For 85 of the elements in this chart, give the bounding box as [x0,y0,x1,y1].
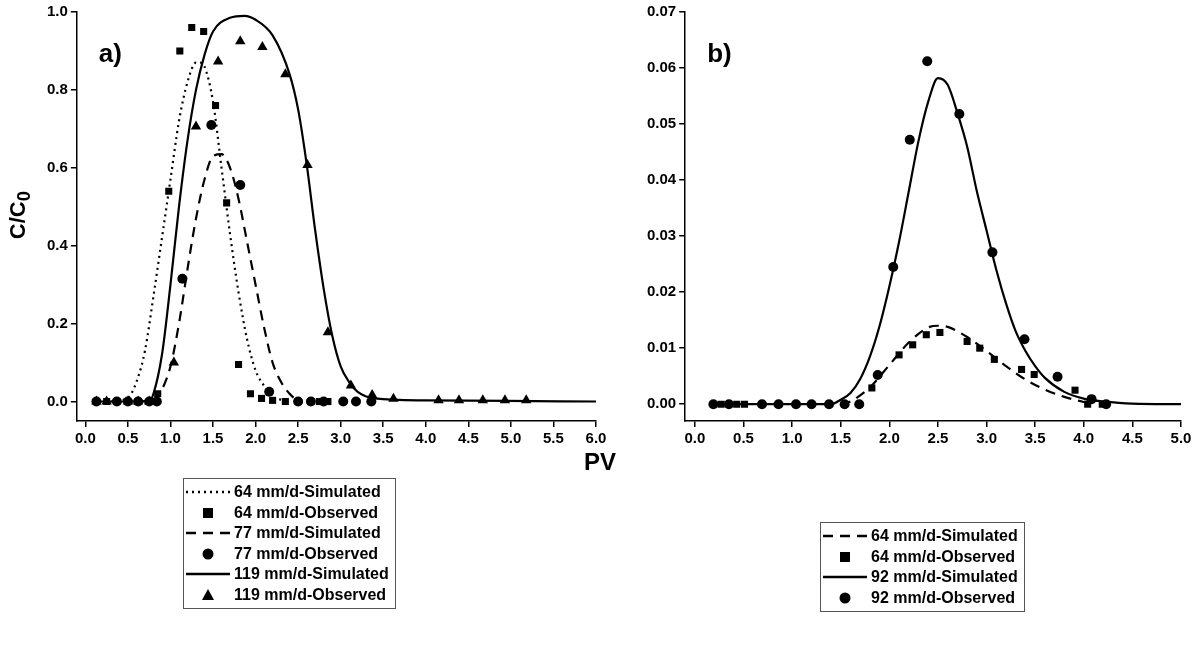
point [246,390,254,398]
point [269,396,277,404]
x-tick-label: 4.0 [1073,429,1095,447]
x-tick-label: 0.5 [117,429,139,447]
legend-label: 77 mm/d-Observed [234,544,379,563]
y-tick-label: 0.00 [646,394,677,412]
legend-label: 64 mm/d-Observed [234,503,379,522]
annotation: b) [707,38,732,69]
y-tick-label: 0.6 [46,157,68,175]
x-tick-label: 5.0 [1170,429,1192,447]
point [1071,386,1079,394]
legend-label: 92 mm/d-Observed [871,588,1016,607]
annotation: a) [98,38,122,69]
x-tick-label: 1.0 [160,429,181,447]
point [963,337,971,345]
point [338,396,349,407]
legend-label: 92 mm/d-Simulated [871,568,1018,587]
y-tick-label: 0.02 [646,282,677,300]
x-tick-label: 5.0 [500,429,522,447]
point [1030,370,1038,379]
y-tick-label: 0.07 [646,2,677,20]
point [351,396,361,407]
point [235,360,243,369]
x-tick-label: 3.0 [976,429,997,447]
point [165,187,173,195]
legend-label: 119 mm/d-Simulated [234,565,389,584]
point [257,41,268,51]
x-tick-label: 3.5 [1024,429,1046,447]
point [190,120,202,130]
point [223,199,231,207]
x-tick-label: 3.5 [372,429,394,447]
point [188,24,196,32]
y-tick-label: 0.4 [46,235,69,253]
point [154,390,162,398]
y-tick-label: 1.0 [46,2,68,20]
point [733,400,741,408]
point [922,331,930,339]
x-tick-label: 2.0 [878,429,900,447]
x-tick-label: 1.5 [202,429,224,447]
x-tick-label: 1.0 [781,429,803,447]
point [1018,365,1026,373]
x-tick-label: 4.5 [1121,429,1143,447]
x-tick-label: 1.5 [830,429,852,447]
x-tick-label: 2.5 [927,429,949,447]
point [235,179,246,190]
y-tick-label: 0.05 [646,114,677,132]
point [717,400,725,408]
point [854,399,865,410]
point [258,394,266,402]
y-tick-label: 0.2 [46,313,68,331]
x-tick-label: 0.0 [684,429,706,447]
legend-label: 64 mm/d-Simulated [234,483,381,502]
legend-label: 64 mm/d-Simulated [871,527,1018,546]
point [936,328,944,337]
x-tick-label: 2.0 [245,429,266,447]
x-tick-label: 0.5 [733,429,754,447]
x-tick-label: 0.0 [74,429,96,447]
x-tick-label: 5.5 [543,429,564,447]
point [200,27,208,36]
x-tick-label: 4.5 [457,429,479,447]
x-tick-label: 4.0 [415,429,437,447]
point [1052,371,1063,382]
point [281,397,289,406]
y-tick-label: 0.8 [46,80,68,98]
point [176,47,184,55]
legend-label: 64 mm/d-Observed [871,547,1016,566]
point [235,35,246,45]
point [872,370,883,381]
legend-label: 119 mm/d-Observed [234,585,387,604]
point [904,134,915,145]
point [922,56,933,67]
y-tick-label: 0.03 [646,226,677,244]
point [206,119,217,130]
y-tick-label: 0.0 [46,391,68,409]
point [1019,334,1030,345]
x-tick-label: 3.0 [330,429,352,447]
x-tick-label: 2.5 [287,429,309,447]
legend-label: 77 mm/d-Simulated [234,524,381,543]
point [909,341,917,349]
x-axis-title: PV [583,448,617,476]
point [740,400,749,408]
y-tick-label: 0.04 [646,170,677,188]
y-tick-label: 0.06 [646,58,677,76]
y-tick-label: 0.01 [646,338,677,356]
x-tick-label: 6.0 [585,429,607,447]
